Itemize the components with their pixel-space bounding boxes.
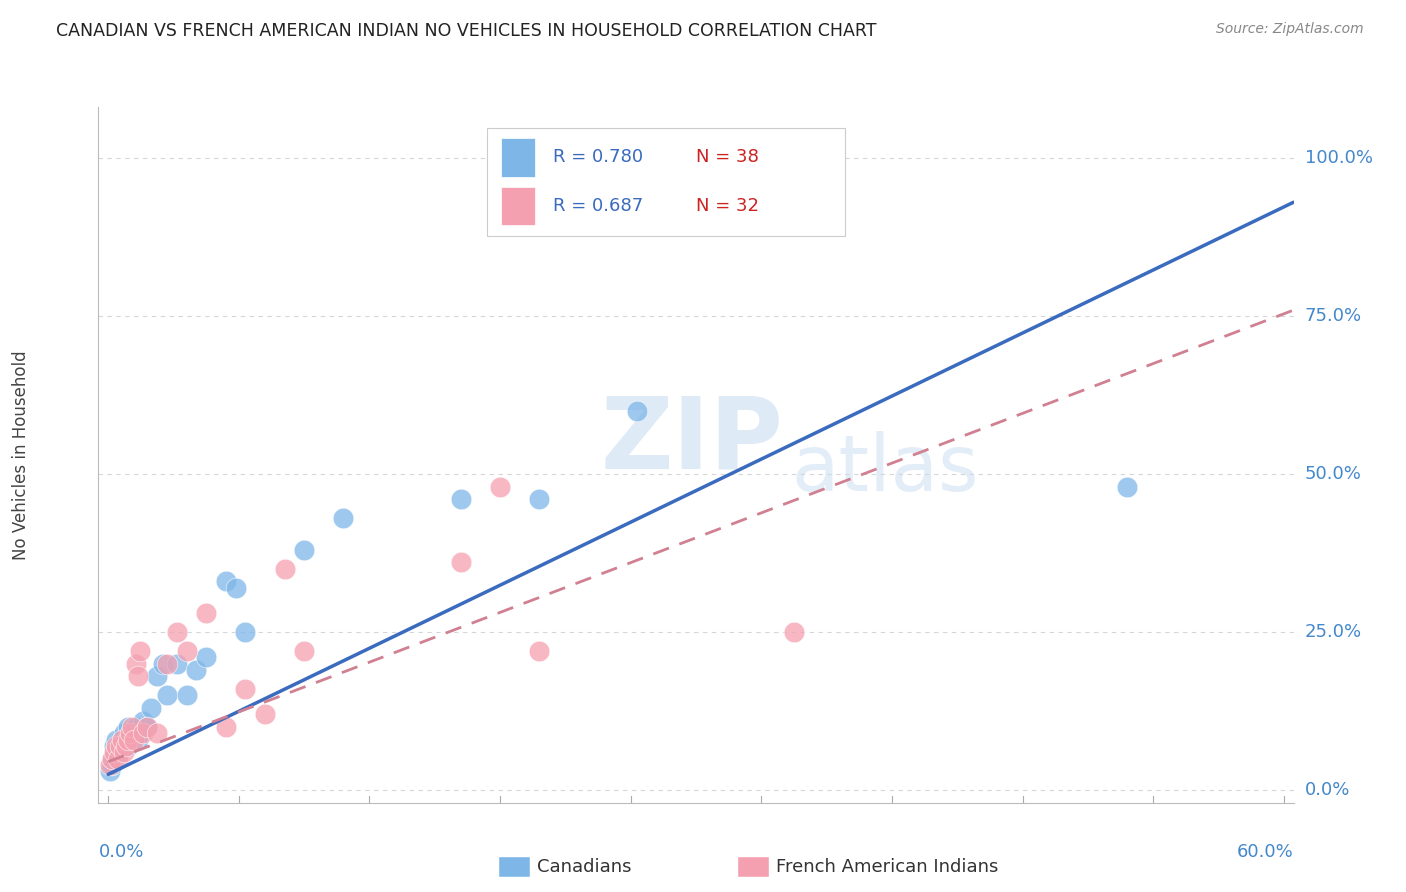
Point	[146, 669, 169, 683]
Point	[101, 751, 124, 765]
Point	[98, 757, 121, 772]
Point	[489, 479, 512, 493]
Text: 75.0%: 75.0%	[1305, 307, 1362, 325]
Point	[529, 492, 551, 507]
Point	[136, 720, 159, 734]
Point	[450, 556, 472, 570]
Point	[117, 732, 139, 747]
Point	[273, 562, 295, 576]
Point	[141, 701, 163, 715]
Point	[450, 492, 472, 507]
Point	[108, 739, 131, 753]
FancyBboxPatch shape	[486, 128, 845, 235]
Text: French American Indians: French American Indians	[776, 858, 998, 876]
Point	[111, 732, 134, 747]
Bar	[501, 187, 534, 226]
Point	[136, 720, 159, 734]
Text: ZIP: ZIP	[600, 392, 783, 490]
Text: 0.0%: 0.0%	[98, 843, 143, 861]
Point	[195, 650, 218, 665]
Point	[121, 720, 143, 734]
Point	[105, 739, 128, 753]
Point	[115, 739, 138, 753]
Point	[225, 581, 247, 595]
Point	[128, 726, 150, 740]
Point	[215, 574, 238, 589]
Text: Source: ZipAtlas.com: Source: ZipAtlas.com	[1216, 22, 1364, 37]
Point	[195, 606, 218, 620]
Point	[132, 714, 155, 728]
Point	[186, 663, 208, 677]
Text: atlas: atlas	[792, 431, 979, 507]
Point	[127, 669, 149, 683]
Text: R = 0.687: R = 0.687	[553, 197, 643, 215]
Point	[529, 644, 551, 658]
Point	[783, 625, 806, 640]
Point	[122, 732, 145, 747]
Point	[111, 732, 134, 747]
Point	[626, 403, 648, 417]
Point	[121, 726, 143, 740]
Point	[166, 657, 188, 671]
Text: 100.0%: 100.0%	[1305, 149, 1372, 167]
Point	[101, 751, 124, 765]
Point	[176, 688, 198, 702]
Point	[146, 726, 169, 740]
Point	[103, 745, 125, 759]
Point	[253, 707, 276, 722]
Bar	[501, 138, 534, 177]
Point	[166, 625, 188, 640]
Point	[112, 745, 135, 759]
Point	[124, 657, 146, 671]
Point	[235, 681, 257, 696]
Point	[112, 726, 135, 740]
Point	[117, 739, 139, 753]
Point	[117, 720, 139, 734]
Point	[292, 542, 315, 557]
Point	[105, 732, 128, 747]
Text: 60.0%: 60.0%	[1237, 843, 1294, 861]
Point	[103, 739, 125, 753]
Point	[105, 745, 128, 759]
Point	[107, 751, 129, 765]
Point	[292, 644, 315, 658]
Point	[101, 757, 124, 772]
Point	[132, 726, 155, 740]
Point	[118, 726, 141, 740]
Text: R = 0.780: R = 0.780	[553, 148, 643, 167]
Text: 50.0%: 50.0%	[1305, 465, 1361, 483]
Point	[107, 739, 129, 753]
Text: 25.0%: 25.0%	[1305, 623, 1362, 641]
Point	[108, 745, 131, 759]
Point	[124, 720, 146, 734]
Text: No Vehicles in Household: No Vehicles in Household	[13, 350, 30, 560]
Text: N = 38: N = 38	[696, 148, 759, 167]
Point	[128, 644, 150, 658]
Point	[127, 732, 149, 747]
Text: 0.0%: 0.0%	[1305, 781, 1350, 799]
Point	[103, 751, 125, 765]
Point	[156, 657, 179, 671]
Point	[332, 511, 354, 525]
Text: Canadians: Canadians	[537, 858, 631, 876]
Point	[115, 732, 138, 747]
Point	[152, 657, 174, 671]
Point	[98, 764, 121, 779]
Point	[176, 644, 198, 658]
Point	[215, 720, 238, 734]
Point	[1116, 479, 1139, 493]
Point	[156, 688, 179, 702]
Point	[118, 732, 141, 747]
Point	[235, 625, 257, 640]
Text: N = 32: N = 32	[696, 197, 759, 215]
Text: CANADIAN VS FRENCH AMERICAN INDIAN NO VEHICLES IN HOUSEHOLD CORRELATION CHART: CANADIAN VS FRENCH AMERICAN INDIAN NO VE…	[56, 22, 877, 40]
